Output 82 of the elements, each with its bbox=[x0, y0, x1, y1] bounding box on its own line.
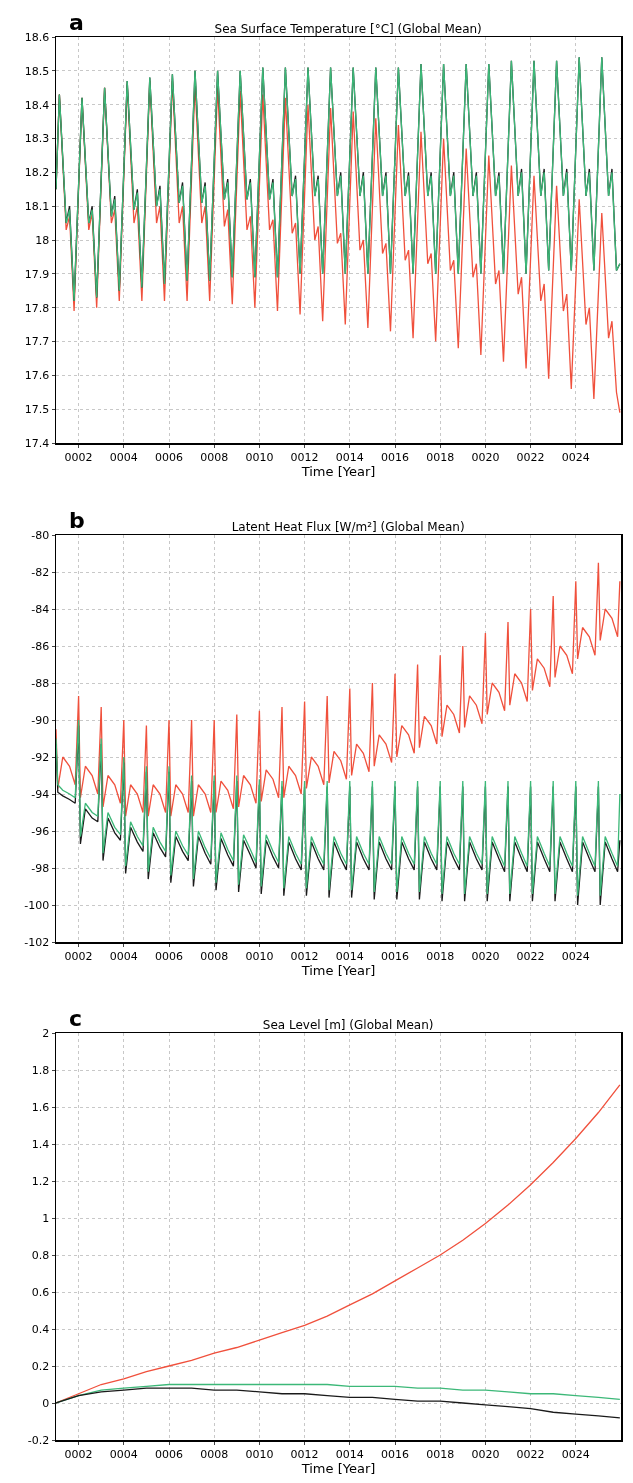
x-tick-label: 0006 bbox=[155, 949, 183, 963]
chart-title: Sea Surface Temperature [°C] (Global Mean) bbox=[214, 22, 482, 36]
y-tick-label: -82 bbox=[31, 565, 50, 579]
x-tick-label: 0010 bbox=[245, 1447, 274, 1461]
y-tick-label: -100 bbox=[24, 898, 50, 912]
y-tick-label: -86 bbox=[31, 639, 50, 653]
y-tick-label: 17.5 bbox=[24, 403, 50, 417]
text: c bbox=[69, 1006, 83, 1031]
y-tick-label: 18.3 bbox=[24, 132, 50, 146]
x-tick-label: 0014 bbox=[335, 450, 364, 464]
x-tick-label: 0010 bbox=[245, 450, 274, 464]
x-tick-label: 0004 bbox=[109, 949, 138, 963]
y-tick-label: 17.9 bbox=[24, 267, 50, 281]
y-tick-label: 1.2 bbox=[31, 1174, 50, 1188]
x-tick-label: 0004 bbox=[109, 1447, 138, 1461]
x-axis-title: Time [Year] bbox=[300, 962, 376, 978]
y-tick-label: 18.2 bbox=[24, 166, 50, 180]
x-tick-label: 0016 bbox=[381, 450, 409, 464]
x-tick-label: 0022 bbox=[516, 1447, 545, 1461]
y-tick-label: 18.6 bbox=[24, 30, 50, 44]
text: a bbox=[69, 10, 84, 35]
x-tick-label: 0022 bbox=[516, 450, 545, 464]
y-tick-label: 17.7 bbox=[24, 335, 50, 349]
x-axis-title: Time [Year] bbox=[300, 463, 376, 479]
y-tick-label: -0.2 bbox=[27, 1433, 50, 1447]
x-tick-label: 0018 bbox=[426, 1447, 455, 1461]
x-tick-label: 0014 bbox=[335, 1447, 364, 1461]
x-tick-label: 0022 bbox=[516, 949, 545, 963]
y-tick-label: 1 bbox=[42, 1211, 50, 1225]
x-tick-label: 0018 bbox=[426, 949, 455, 963]
y-tick-label: -80 bbox=[31, 528, 50, 542]
x-tick-label: 0010 bbox=[245, 949, 274, 963]
x-tick-label: 0006 bbox=[155, 450, 183, 464]
y-tick-label: 0.8 bbox=[31, 1248, 50, 1262]
x-tick-label: 0020 bbox=[471, 1447, 500, 1461]
y-tick-label: 0.2 bbox=[31, 1359, 50, 1373]
y-tick-label: 0.4 bbox=[31, 1322, 50, 1336]
x-tick-label: 0008 bbox=[200, 450, 229, 464]
y-tick-label: 0.6 bbox=[31, 1285, 50, 1299]
x-tick-label: 0024 bbox=[561, 949, 590, 963]
y-tick-label: -84 bbox=[31, 602, 50, 616]
x-tick-label: 0006 bbox=[155, 1447, 183, 1461]
y-tick-label: 17.6 bbox=[24, 369, 50, 383]
x-tick-label: 0016 bbox=[381, 1447, 409, 1461]
y-tick-label: 18 bbox=[35, 233, 50, 247]
y-tick-label: 1.6 bbox=[31, 1100, 50, 1114]
y-tick-label: 18.4 bbox=[24, 98, 50, 112]
y-tick-label: -94 bbox=[31, 787, 50, 801]
y-tick-label: -90 bbox=[31, 713, 50, 727]
y-tick-label: 17.4 bbox=[24, 436, 50, 450]
x-tick-label: 0008 bbox=[200, 1447, 229, 1461]
y-tick-label: -102 bbox=[24, 935, 50, 949]
y-tick-label: -96 bbox=[31, 824, 50, 838]
x-tick-label: 0020 bbox=[471, 949, 500, 963]
x-tick-label: 0012 bbox=[290, 450, 319, 464]
text: b bbox=[69, 508, 85, 533]
x-tick-label: 0012 bbox=[290, 1447, 319, 1461]
y-tick-label: 17.8 bbox=[24, 301, 50, 315]
x-tick-label: 0016 bbox=[381, 949, 409, 963]
y-tick-label: 1.4 bbox=[31, 1137, 50, 1151]
x-tick-label: 0004 bbox=[109, 450, 138, 464]
chart-title: Sea Level [m] (Global Mean) bbox=[262, 1018, 434, 1032]
y-tick-label: 18.1 bbox=[24, 200, 50, 214]
y-tick-label: 18.5 bbox=[24, 64, 50, 78]
y-tick-label: 1.8 bbox=[31, 1063, 50, 1077]
x-axis-title: Time [Year] bbox=[300, 1460, 376, 1476]
x-tick-label: 0008 bbox=[200, 949, 229, 963]
y-tick-label: 2 bbox=[42, 1026, 50, 1040]
y-tick-label: -92 bbox=[31, 750, 50, 764]
y-tick-label: -88 bbox=[31, 676, 50, 690]
y-tick-label: 0 bbox=[42, 1396, 50, 1410]
x-tick-label: 0002 bbox=[64, 450, 93, 464]
x-tick-label: 0002 bbox=[64, 1447, 93, 1461]
x-tick-label: 0014 bbox=[335, 949, 364, 963]
x-tick-label: 0018 bbox=[426, 450, 455, 464]
chart-title: Latent Heat Flux [W/m²] (Global Mean) bbox=[231, 520, 465, 534]
x-tick-label: 0012 bbox=[290, 949, 319, 963]
x-tick-label: 0020 bbox=[471, 450, 500, 464]
x-tick-label: 0024 bbox=[561, 1447, 590, 1461]
y-tick-label: -98 bbox=[31, 861, 50, 875]
x-tick-label: 0024 bbox=[561, 450, 590, 464]
x-tick-label: 0002 bbox=[64, 949, 93, 963]
